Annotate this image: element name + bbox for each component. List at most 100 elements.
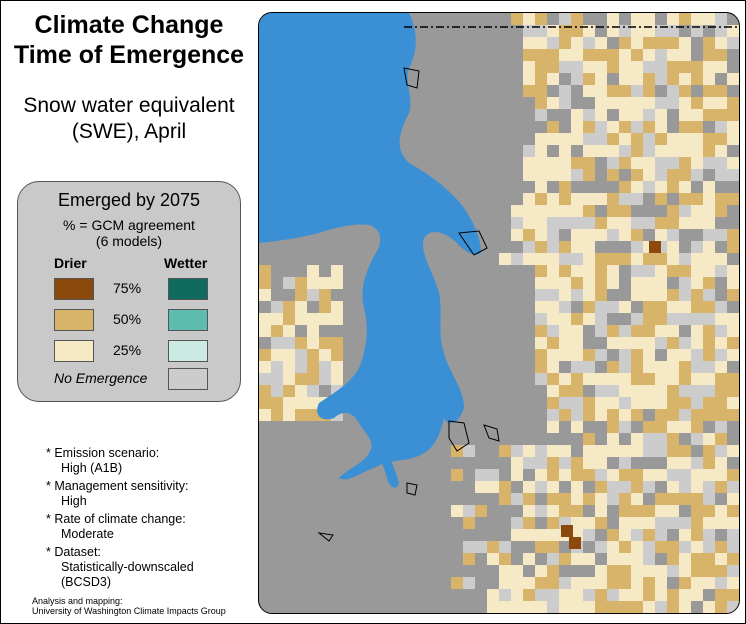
emergence-cell — [727, 577, 739, 589]
emergence-cell — [595, 121, 607, 133]
emergence-cell — [511, 445, 523, 457]
emergence-cell — [679, 85, 691, 97]
note-dataset: * Dataset: Statistically-downscaled (BCS… — [46, 545, 194, 590]
emergence-cell — [715, 61, 727, 73]
emergence-cell — [655, 517, 667, 529]
emergence-cell — [583, 301, 595, 313]
emergence-cell — [727, 493, 739, 505]
emergence-cell — [559, 493, 571, 505]
emergence-cell — [679, 337, 691, 349]
emergence-cell — [259, 289, 271, 301]
emergence-cell — [703, 49, 715, 61]
emergence-cell — [547, 265, 559, 277]
emergence-cell — [619, 409, 631, 421]
emergence-cell — [631, 229, 643, 241]
emergence-cell — [715, 349, 727, 361]
emergence-cell — [703, 61, 715, 73]
emergence-cell — [643, 169, 655, 181]
emergence-cell — [595, 445, 607, 457]
emergence-cell — [691, 241, 703, 253]
emergence-cell — [727, 193, 739, 205]
emergence-cell — [727, 445, 739, 457]
emergence-cell — [631, 73, 643, 85]
emergence-cell — [523, 601, 535, 613]
emergence-cell — [715, 13, 727, 25]
emergence-cell — [547, 349, 559, 361]
emergence-cell — [307, 385, 319, 397]
emergence-cell — [583, 589, 595, 601]
emergence-cell — [607, 361, 619, 373]
emergence-cell — [631, 169, 643, 181]
emergence-cell — [607, 409, 619, 421]
emergence-cell — [535, 325, 547, 337]
emergence-cell — [607, 433, 619, 445]
emergence-cell — [571, 397, 583, 409]
emergence-cell — [607, 565, 619, 577]
emergence-cell — [535, 289, 547, 301]
emergence-cell — [523, 229, 535, 241]
emergence-cell — [631, 589, 643, 601]
emergence-cell — [655, 133, 667, 145]
emergence-cell — [583, 493, 595, 505]
emergence-cell — [607, 265, 619, 277]
emergence-cell — [523, 217, 535, 229]
emergence-cell — [511, 565, 523, 577]
emergence-cell — [619, 205, 631, 217]
emergence-cell — [667, 133, 679, 145]
emergence-cell — [283, 325, 295, 337]
emergence-cell — [727, 241, 739, 253]
emergence-cell — [535, 229, 547, 241]
emergence-cell — [643, 421, 655, 433]
emergence-cell — [583, 517, 595, 529]
emergence-cell — [679, 253, 691, 265]
emergence-cell — [703, 409, 715, 421]
emergence-cell — [643, 25, 655, 37]
emergence-cell — [559, 217, 571, 229]
emergence-cell — [631, 433, 643, 445]
emergence-cell — [703, 493, 715, 505]
emergence-cell — [679, 289, 691, 301]
emergence-cell — [499, 577, 511, 589]
emergence-cell — [319, 337, 331, 349]
emergence-cell — [547, 481, 559, 493]
emergence-cell — [727, 37, 739, 49]
emergence-cell — [607, 169, 619, 181]
emergence-cell — [295, 337, 307, 349]
emergence-cell — [643, 73, 655, 85]
emergence-cell — [571, 553, 583, 565]
emergence-cell — [547, 277, 559, 289]
emergence-cell — [463, 553, 475, 565]
emergence-cell — [547, 421, 559, 433]
emergence-cell — [607, 61, 619, 73]
legend-pct-50: 50% — [113, 311, 142, 327]
emergence-cell — [535, 481, 547, 493]
emergence-cell — [535, 145, 547, 157]
emergence-cell — [559, 49, 571, 61]
emergence-cell — [619, 253, 631, 265]
legend-pct-25: 25% — [113, 342, 142, 358]
emergence-cell — [295, 397, 307, 409]
emergence-cell — [643, 157, 655, 169]
emergence-cell — [667, 397, 679, 409]
emergence-cell — [679, 157, 691, 169]
emergence-cell — [607, 85, 619, 97]
emergence-cell — [547, 361, 559, 373]
emergence-cell — [631, 121, 643, 133]
emergence-cell — [715, 325, 727, 337]
emergence-cell — [583, 289, 595, 301]
emergence-cell — [643, 61, 655, 73]
map-panel — [258, 12, 740, 614]
emergence-cell — [655, 541, 667, 553]
emergence-cell — [535, 277, 547, 289]
emergence-cell — [571, 121, 583, 133]
legend-wetter-header: Wetter — [164, 255, 208, 271]
emergence-cell — [535, 49, 547, 61]
emergence-cell — [487, 541, 499, 553]
emergence-cell — [655, 529, 667, 541]
emergence-cell — [607, 577, 619, 589]
emergence-cell — [655, 97, 667, 109]
emergence-cell — [559, 313, 571, 325]
emergence-cell — [583, 277, 595, 289]
emergence-cell — [631, 265, 643, 277]
emergence-cell — [679, 361, 691, 373]
